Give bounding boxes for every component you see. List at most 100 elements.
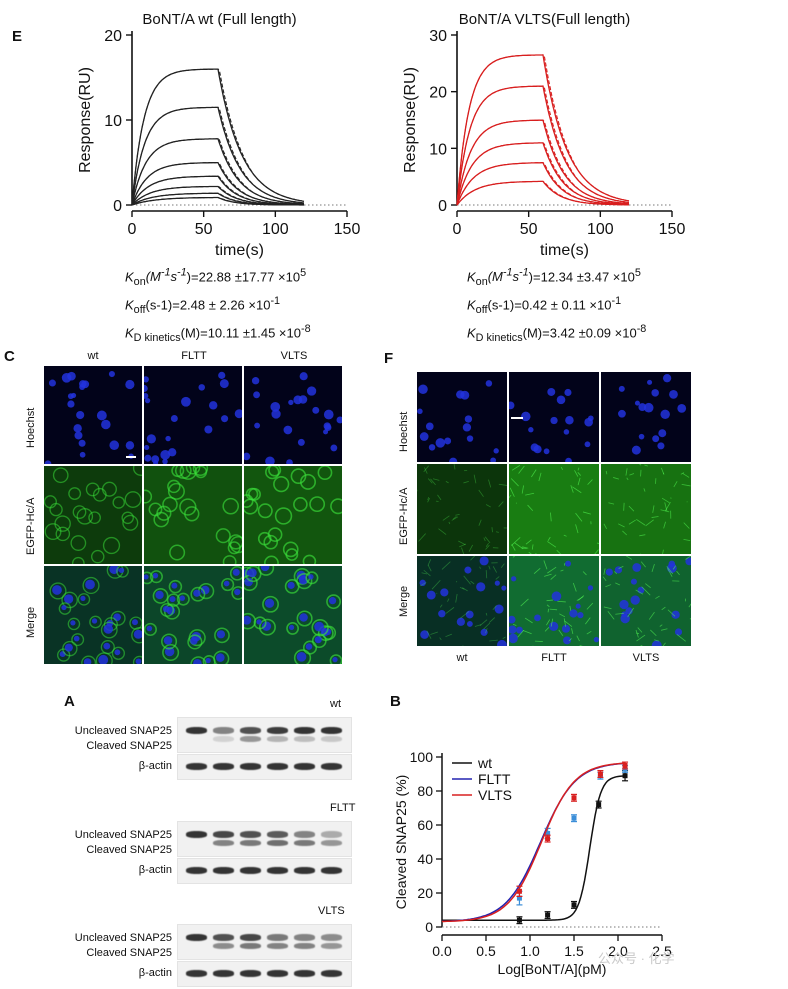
membrane-signal [149, 570, 163, 584]
membrane-signal [311, 618, 329, 637]
uncleaved-band [240, 831, 261, 838]
spr-vlts-y-tick-label: 10 [429, 141, 447, 158]
membrane-signal [132, 655, 142, 664]
panel-c-row-merge: Merge [25, 606, 37, 638]
panel-f-cells-layer [509, 556, 599, 646]
nucleus [260, 566, 270, 572]
legend-label-vlts: VLTS [478, 787, 512, 803]
fiber-signal [585, 617, 591, 625]
nucleus [323, 429, 329, 435]
dose-point-vlts [597, 771, 603, 777]
fiber-signal [459, 543, 467, 548]
fiber-signal [427, 559, 432, 566]
fiber-signal [547, 536, 551, 542]
fiber-signal [652, 505, 655, 513]
fiber-signal [629, 473, 635, 476]
fiber-signal [574, 470, 579, 477]
spr-wt-fit-curve [131, 196, 304, 206]
nucleus [605, 568, 613, 576]
membrane-signal [179, 498, 197, 516]
nucleus [660, 409, 670, 420]
fiber-signal [661, 606, 666, 611]
fiber-signal [594, 549, 599, 554]
actin-band [294, 970, 315, 977]
membrane-signal [152, 588, 169, 604]
cleaved-band [321, 943, 342, 949]
nucleus [152, 572, 159, 579]
snap25-blot [177, 821, 352, 857]
panel-c-cells-layer [244, 566, 342, 664]
nucleus [564, 388, 572, 397]
nucleus [438, 610, 446, 618]
koff-vlts: Koff(s-1)=0.42 ± 0.11 ×10-1 [467, 294, 622, 316]
fiber-signal [512, 556, 515, 558]
fiber-signal [452, 516, 457, 520]
fiber-signal [512, 623, 517, 626]
panel-f-micrograph-r2-c1 [509, 556, 599, 646]
dose-x-label: Log[BoNT/A](pM) [498, 961, 607, 977]
fiber-signal [667, 568, 673, 577]
membrane-signal [302, 554, 317, 564]
fiber-signal [455, 514, 460, 516]
nucleus [218, 371, 226, 379]
spr-wt-x-tick-label: 100 [262, 221, 289, 238]
membrane-signal [148, 502, 163, 517]
fiber-signal [421, 572, 428, 575]
membrane-signal [88, 511, 101, 525]
fiber-signal [563, 618, 567, 627]
fiber-signal [525, 539, 532, 545]
fiber-signal [432, 478, 440, 481]
dose-x-tick-label: 0.0 [432, 943, 452, 959]
dose-point-vlts [516, 888, 522, 894]
panel-f-col-vlts: VLTS [632, 652, 660, 664]
fiber-signal [485, 628, 488, 634]
fiber-signal [531, 469, 537, 478]
nucleus [577, 612, 584, 619]
nucleus [80, 595, 86, 601]
fiber-signal [509, 487, 515, 497]
membrane-signal [296, 572, 313, 590]
cleaved-band [240, 840, 261, 846]
nucleus [283, 425, 293, 435]
dose-point-wt [596, 802, 602, 808]
actin-band [321, 867, 342, 874]
nucleus [144, 376, 149, 383]
nucleus [254, 422, 261, 429]
nucleus [631, 445, 641, 455]
nucleus [299, 372, 308, 381]
nucleus [162, 605, 170, 613]
spr-wt-y-tick-label: 10 [104, 113, 122, 130]
uncleaved-band [186, 934, 207, 941]
panel-c-col-wt: wt [87, 350, 99, 362]
nucleus [208, 401, 218, 410]
nucleus [685, 557, 691, 566]
fiber-signal [635, 632, 640, 634]
panel-letter-f: F [384, 350, 394, 367]
cleaved-band [267, 943, 288, 949]
nucleus [444, 437, 452, 445]
membrane-signal [222, 497, 240, 515]
membrane-signal [244, 498, 259, 515]
nucleus [677, 404, 687, 413]
nucleus [296, 652, 307, 662]
fiber-signal [572, 582, 577, 592]
panel-f-micrograph-r1-c0 [417, 464, 507, 554]
legend-label-fltt: FLTT [478, 771, 511, 787]
nucleus [299, 613, 308, 622]
nucleus [621, 611, 628, 618]
nucleus [169, 596, 176, 603]
membrane-signal [257, 531, 272, 546]
fiber-signal [575, 524, 579, 534]
fiber-signal [550, 512, 552, 522]
nucleus [287, 581, 295, 589]
nucleus [630, 578, 637, 585]
nucleus [565, 416, 574, 425]
panel-f-micrograph-r2-c0 [417, 556, 507, 646]
fiber-signal [596, 542, 599, 544]
panel-c-micrograph-r2-c0 [44, 566, 142, 664]
panel-c-col-vlts: VLTS [280, 350, 308, 362]
panel-f-row-merge: Merge [398, 585, 410, 617]
nucleus [425, 422, 434, 431]
nucleus [493, 448, 499, 454]
spr-wt-fit-curve [131, 68, 305, 206]
